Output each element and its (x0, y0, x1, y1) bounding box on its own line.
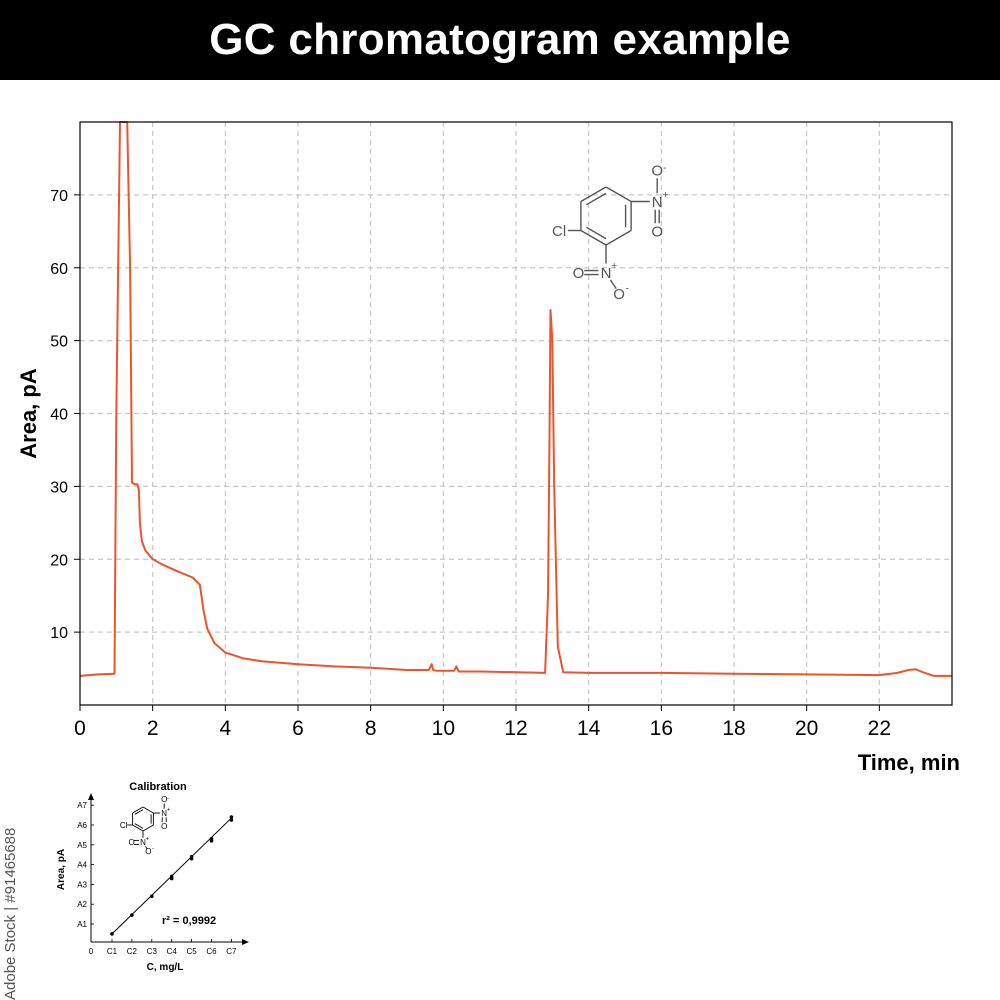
y-tick-label: 10 (50, 625, 68, 642)
bond (580, 229, 607, 246)
oxygen-label: O (573, 265, 585, 282)
y-axis-label: Area, pA (16, 368, 41, 459)
nitrogen-label: N (601, 265, 612, 282)
chromatogram-trace (79, 121, 952, 677)
plot-frame (79, 121, 953, 706)
y-tick-label: 40 (50, 407, 68, 424)
charge-minus: - (626, 282, 630, 294)
x-tick-label: 4 (219, 717, 231, 740)
x-tick-label: 18 (722, 717, 745, 740)
bond (605, 229, 632, 246)
chart-ticks: 0 2 4 6 8 10 12 14 16 18 20 22 10 20 30 40 50 60 70 (50, 188, 891, 740)
double-bond (586, 226, 607, 240)
chart-grid (80, 122, 952, 705)
double-bond (586, 192, 607, 206)
page-title: GC chromatogram example (209, 15, 791, 64)
x-tick-label: 12 (504, 717, 527, 740)
charge-plus: + (662, 189, 668, 201)
charge-minus: - (663, 162, 667, 174)
header-bar: GC chromatogram example (0, 0, 1000, 80)
charge-plus: + (611, 260, 617, 272)
y-tick-label: 20 (50, 552, 68, 569)
nitrogen-label: N (652, 194, 663, 211)
oxygen-label: O (651, 162, 663, 179)
bond (580, 186, 607, 203)
bond (609, 279, 617, 289)
x-tick-label: 20 (795, 717, 818, 740)
y-tick-label: 70 (50, 188, 68, 205)
oxygen-label: O (613, 286, 625, 303)
chlorine-label: Cl (552, 223, 566, 240)
x-tick-label: 8 (365, 717, 377, 740)
x-tick-label: 22 (868, 717, 891, 740)
x-axis-label: Time, min (858, 750, 960, 775)
x-tick-label: 6 (292, 717, 304, 740)
x-tick-label: 14 (577, 717, 601, 740)
x-tick-label: 2 (147, 717, 159, 740)
x-tick-label: 10 (432, 717, 455, 740)
bond (605, 186, 632, 203)
x-tick-label: 16 (650, 717, 673, 740)
y-tick-label: 30 (50, 479, 68, 496)
x-tick-label: 0 (74, 717, 86, 740)
y-tick-label: 50 (50, 334, 68, 351)
oxygen-label: O (651, 224, 663, 241)
stock-watermark: Adobe Stock | #91465688 (2, 827, 19, 1000)
y-tick-label: 60 (50, 261, 68, 278)
molecule-structure: ClN +O -ON +OO - (552, 162, 668, 303)
